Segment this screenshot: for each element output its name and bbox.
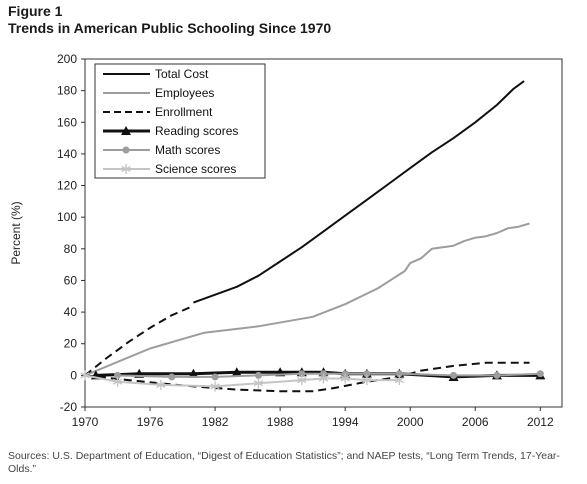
line-math-scores [117,372,541,378]
line-chart: -20 0 20 40 60 80 100 120 140 160 180 200 1970 1976 19… [9,52,563,429]
series-total-cost [193,80,525,304]
x-tick-label: 1982 [202,415,229,429]
point-math-scores [536,370,544,378]
point-math-scores [450,371,458,379]
legend-item-employees: Employees [103,86,214,100]
series-science-scores [80,370,405,392]
line-enrollment [84,304,530,393]
point-science-scores [318,373,329,384]
point-math-scores [493,371,501,379]
line-science-scores [84,374,400,388]
y-tick-label: 140 [57,147,77,161]
series-enrollment [84,304,530,393]
legend-item-total-cost: Total Cost [103,67,209,81]
point-science-scores [362,375,372,386]
y-axis-label: Percent (%) [9,201,23,264]
y-tick-label: 60 [64,273,78,287]
series-employees [84,222,530,377]
y-tick-label: 180 [57,84,77,98]
line-employees [84,222,530,377]
legend-label: Total Cost [155,67,209,81]
point-science-scores [297,375,307,386]
point-science-scores [112,376,123,387]
chart-axes: -20 0 20 40 60 80 100 120 140 160 180 200 1970 1976 19… [9,52,563,429]
line-total-cost [193,80,525,304]
legend-item-math-scores: Math scores [103,143,220,157]
legend-item-science-scores: Science scores [103,162,236,176]
point-science-scores [253,378,264,389]
point-reading-scores [188,368,199,378]
y-tick-label: 200 [57,52,77,66]
y-tick-label: 20 [64,337,78,351]
figure-title: Trends in American Public Schooling Sinc… [8,20,332,36]
y-tick-label: 40 [64,305,78,319]
point-math-scores [395,370,403,378]
y-tick-label: 100 [57,210,77,224]
point-math-scores [114,371,122,379]
legend-label: Science scores [155,162,236,176]
legend-marker-science-scores [121,164,131,174]
y-tick-label: 80 [64,242,78,256]
plot-area [80,80,546,393]
y-tick-label: 0 [70,368,77,382]
legend-item-reading-scores: Reading scores [103,124,238,138]
x-tick-label: 1994 [332,415,359,429]
legend-box [94,63,266,179]
legend-marker-reading-scores [121,126,131,135]
point-reading-scores [231,367,242,377]
legend-item-enrollment: Enrollment [103,105,213,119]
point-science-scores [340,373,350,384]
legend-label: Math scores [155,143,220,157]
point-science-scores [394,375,405,386]
point-science-scores [156,379,166,390]
legend-label: Employees [155,86,214,100]
source-note: Sources: U.S. Department of Education, “… [8,450,560,475]
point-math-scores [298,370,306,378]
point-math-scores [211,373,219,381]
chart-legend: Total Cost Employees Enrollment Reading sco… [94,63,266,179]
y-tick-label: 160 [57,115,77,129]
x-tick-label: 2000 [397,415,424,429]
point-math-scores [363,370,371,378]
point-math-scores [254,371,262,379]
point-math-scores [168,373,176,381]
series-math-scores [114,370,544,381]
y-tick-label: -20 [60,400,78,414]
x-tick-label: 2006 [462,415,489,429]
legend-marker-math-scores [122,146,130,154]
legend-label: Enrollment [155,105,213,119]
x-tick-label: 1976 [137,415,164,429]
plot-frame [84,58,563,408]
legend-label: Reading scores [155,124,238,138]
point-science-scores [80,370,90,381]
y-tick-label: 120 [57,179,77,193]
x-tick-label: 2012 [527,415,554,429]
x-tick-label: 1970 [72,415,99,429]
point-science-scores [210,381,220,392]
figure-label: Figure 1 [8,3,63,19]
x-tick-label: 1988 [267,415,294,429]
